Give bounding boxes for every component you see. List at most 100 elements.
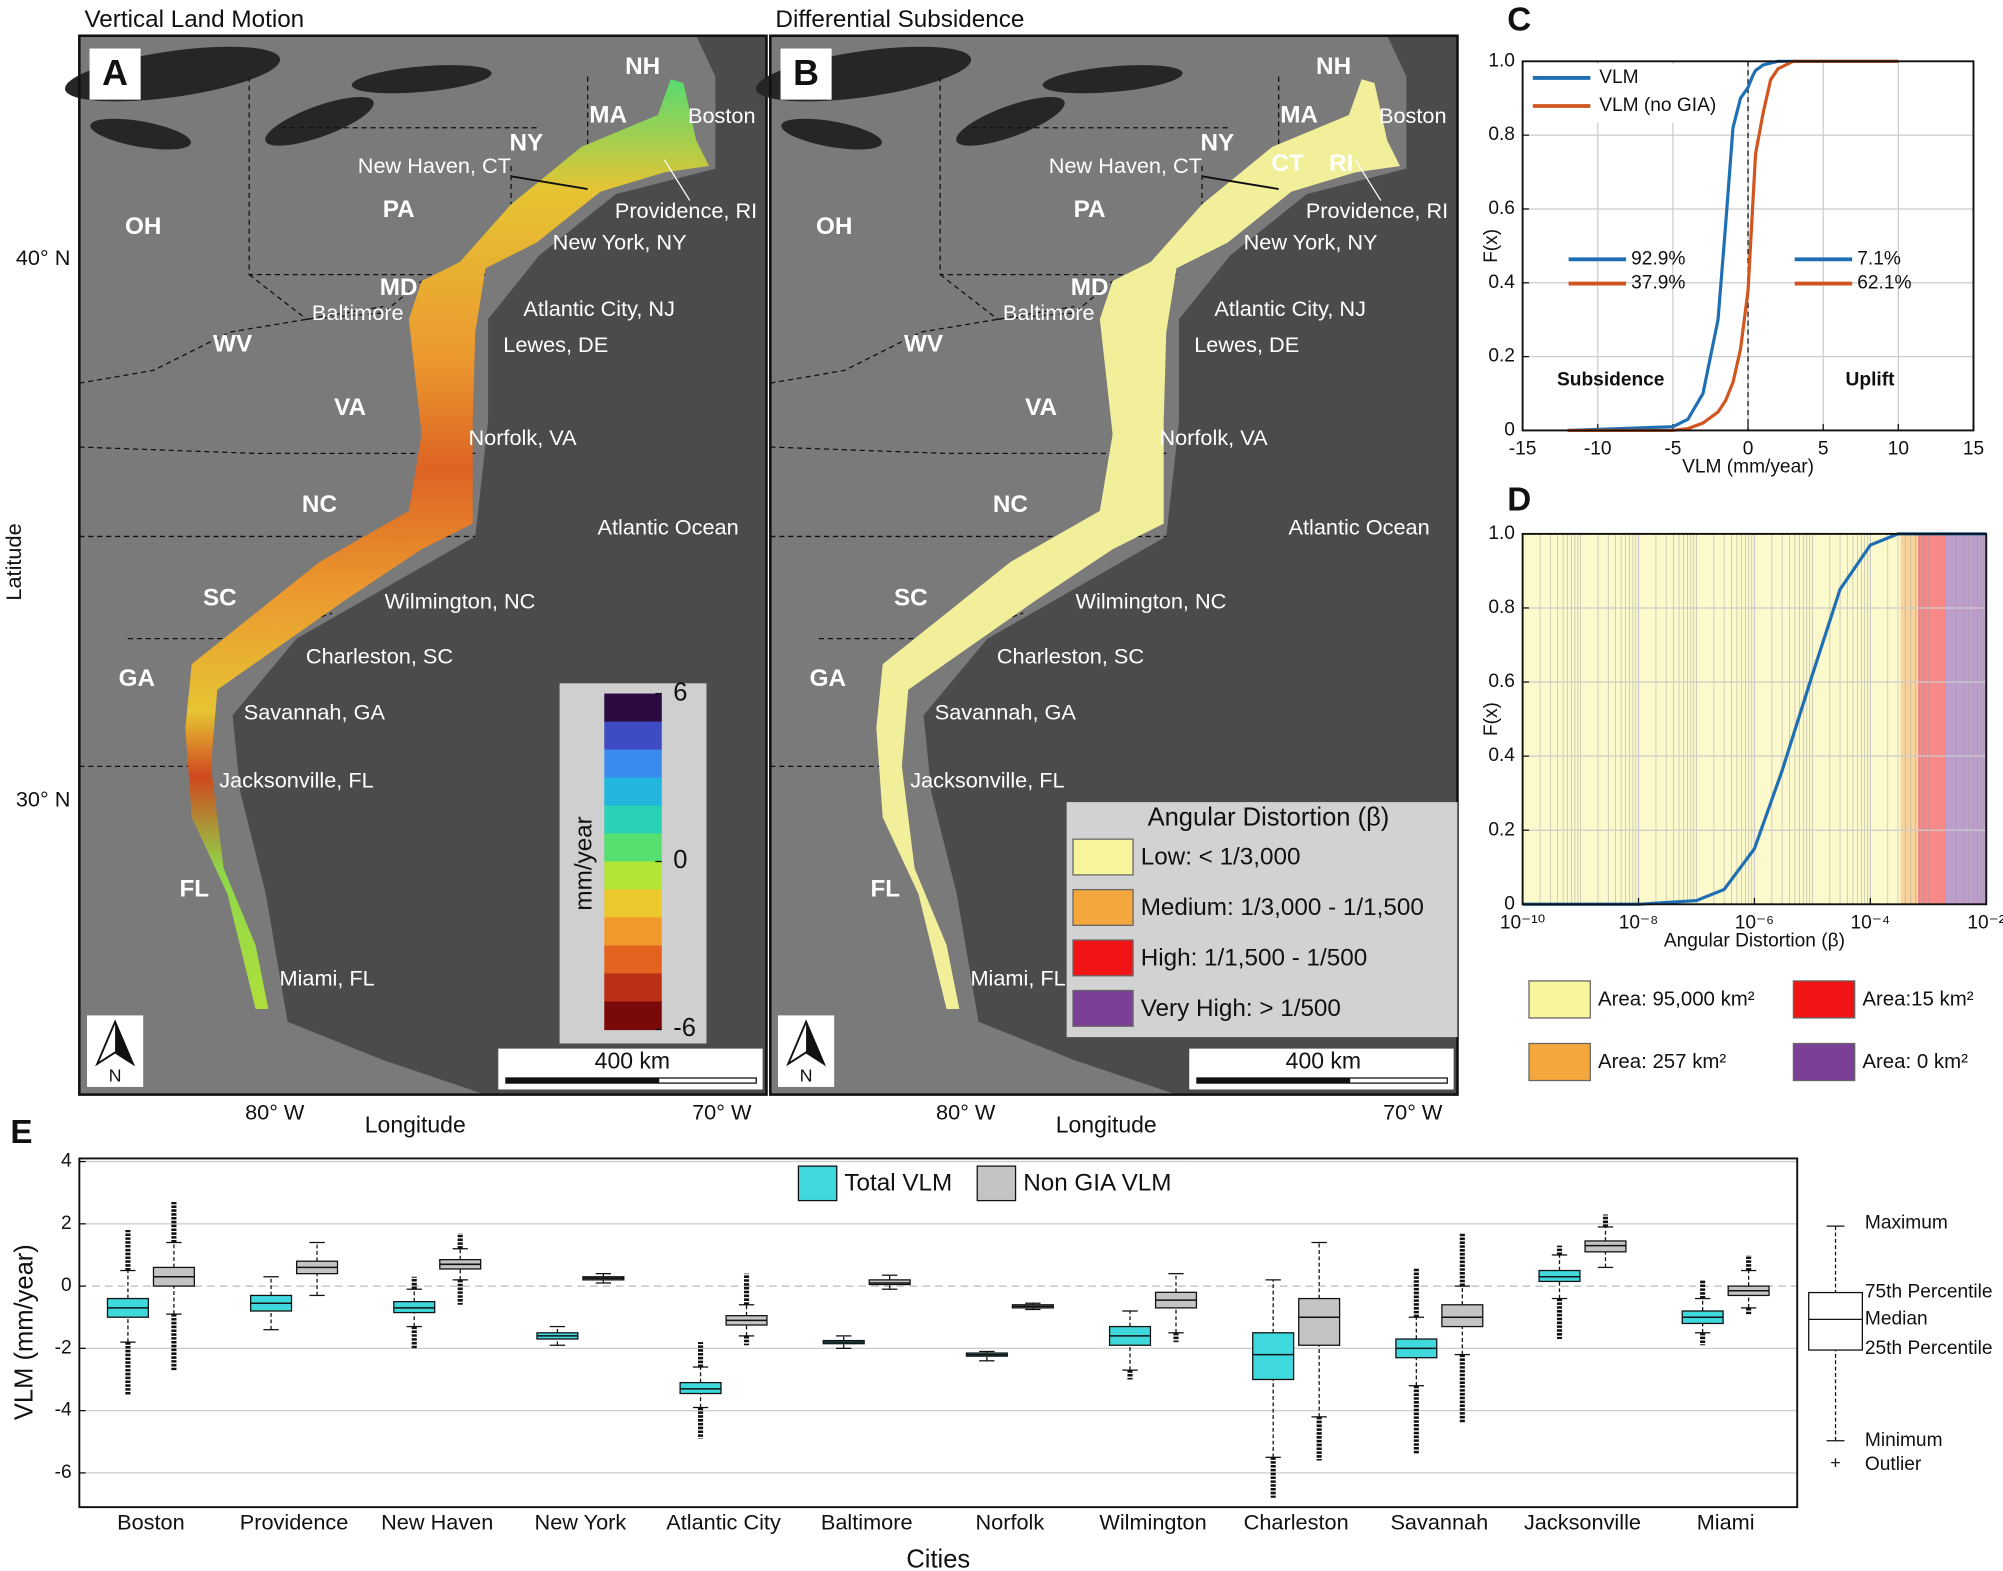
x-axis-label: Angular Distortion (β)	[1664, 930, 1845, 951]
x-tick-label: 0	[1743, 439, 1754, 460]
legend-label: High: 1/1,500 - 1/500	[1141, 945, 1367, 972]
area-swatch	[1528, 1042, 1591, 1082]
lon-tick-label: 70° W	[1383, 1099, 1443, 1124]
north-arrow-half	[806, 1021, 824, 1064]
lake	[265, 96, 374, 146]
state-label: FL	[179, 876, 209, 903]
map-frame	[78, 34, 768, 1096]
place-label: Baltimore	[1003, 300, 1095, 325]
panel-letter: C	[1507, 1, 1531, 38]
distortion-band	[1918, 533, 1946, 905]
state-label: VA	[1025, 394, 1057, 421]
colorbar-band	[604, 861, 662, 891]
state-label: PA	[383, 196, 415, 223]
place-label: Atlantic City, NJ	[1214, 296, 1366, 321]
y-tick-label: 0.4	[1488, 272, 1515, 293]
state-label: SC	[894, 584, 928, 611]
area-label: Area: 257 km²	[1598, 1051, 1726, 1073]
place-label: New Haven, CT	[358, 153, 511, 178]
leader	[663, 159, 691, 201]
key-label: Outlier	[1865, 1454, 1922, 1475]
x-tick-label: -5	[1664, 439, 1681, 460]
place-label: Miami, FL	[970, 965, 1065, 990]
box	[1584, 1240, 1627, 1253]
place-label: Norfolk, VA	[1159, 425, 1268, 450]
colorbar-band	[604, 749, 662, 779]
y-tick-label: 0.6	[1488, 198, 1515, 219]
key-outlier: +	[1830, 1452, 1840, 1472]
map-title: Differential Subsidence	[775, 6, 1024, 33]
state-label: GA	[119, 665, 155, 692]
state-label: GA	[810, 665, 846, 692]
colorbar-band	[604, 1001, 662, 1031]
area-label: Area: 95,000 km²	[1598, 988, 1755, 1010]
place-label: Boston	[688, 103, 756, 128]
leader	[510, 175, 588, 190]
colorbar-band	[604, 805, 662, 835]
colorbar-tick-label: 6	[673, 678, 687, 706]
place-label: Savannah, GA	[244, 700, 386, 725]
place-label: Charleston, SC	[997, 644, 1144, 669]
panel-letter-box	[89, 48, 141, 100]
coastal-data	[876, 79, 1400, 1010]
legend-label: Non GIA VLM	[1023, 1169, 1171, 1196]
y-tick-label: 0.6	[1488, 671, 1515, 692]
y-axis-label: Latitude	[1, 523, 26, 600]
distortion-band	[1522, 533, 1901, 905]
scale-bar-label: 400 km	[595, 1048, 670, 1074]
state-label: WV	[904, 330, 944, 357]
place-label: New York, NY	[1244, 230, 1378, 255]
legend-label: VLM	[1599, 67, 1638, 88]
area-label: Area:15 km²	[1862, 988, 1973, 1010]
colorbar-band	[604, 889, 662, 919]
box	[393, 1301, 436, 1314]
x-tick-label: 5	[1818, 439, 1829, 460]
x-tick-label: 10	[1888, 439, 1909, 460]
region-label: Uplift	[1846, 370, 1896, 391]
place-label: Lewes, DE	[503, 332, 608, 357]
state-label: WV	[213, 330, 253, 357]
place-label: Charleston, SC	[306, 644, 453, 669]
x-tick-label: Jacksonville	[1524, 1509, 1641, 1534]
x-tick-label: Savannah	[1390, 1509, 1488, 1534]
lake	[781, 118, 882, 150]
y-tick-label: 4	[61, 1151, 72, 1172]
y-tick-label: -6	[55, 1462, 72, 1483]
cdf-line	[1567, 59, 1899, 433]
state-label: MD	[1071, 274, 1109, 301]
lake	[90, 118, 192, 150]
colorbar-tick-label: 0	[673, 846, 687, 874]
state-label: NC	[302, 491, 337, 518]
x-axis-label: Longitude	[365, 1112, 466, 1138]
y-tick-label: 0.8	[1488, 124, 1515, 145]
x-tick-label: Wilmington	[1099, 1509, 1206, 1534]
state-label: PA	[1074, 196, 1106, 223]
box	[1441, 1304, 1484, 1328]
place-label: Providence, RI	[1306, 198, 1448, 223]
state-label: OH	[816, 213, 852, 240]
state-label: RI	[1329, 150, 1353, 177]
legend-label: Total VLM	[844, 1169, 952, 1196]
box	[868, 1279, 911, 1286]
area-label: Area: 0 km²	[1862, 1051, 1968, 1073]
place-label: Boston	[1379, 103, 1447, 128]
place-label: Miami, FL	[279, 965, 374, 990]
lake	[1042, 65, 1183, 94]
y-tick-label: 0.4	[1488, 745, 1515, 766]
state-label: FL	[870, 876, 900, 903]
y-tick-label: 2	[61, 1213, 72, 1234]
x-tick-label: Boston	[117, 1509, 185, 1534]
y-tick-label: -4	[55, 1400, 72, 1421]
panel-letter: E	[10, 1114, 32, 1151]
x-tick-label: New York	[535, 1509, 627, 1534]
y-tick-label: 0.2	[1488, 346, 1515, 367]
place-label: Jacksonville, FL	[219, 767, 373, 792]
place-label: Wilmington, NC	[1076, 589, 1227, 614]
x-tick-label: Charleston	[1244, 1509, 1349, 1534]
lon-tick-label: 80° W	[936, 1099, 996, 1124]
panel-letter: A	[102, 53, 128, 93]
state-border	[939, 274, 1114, 320]
box	[679, 1381, 722, 1395]
lake	[351, 65, 492, 94]
